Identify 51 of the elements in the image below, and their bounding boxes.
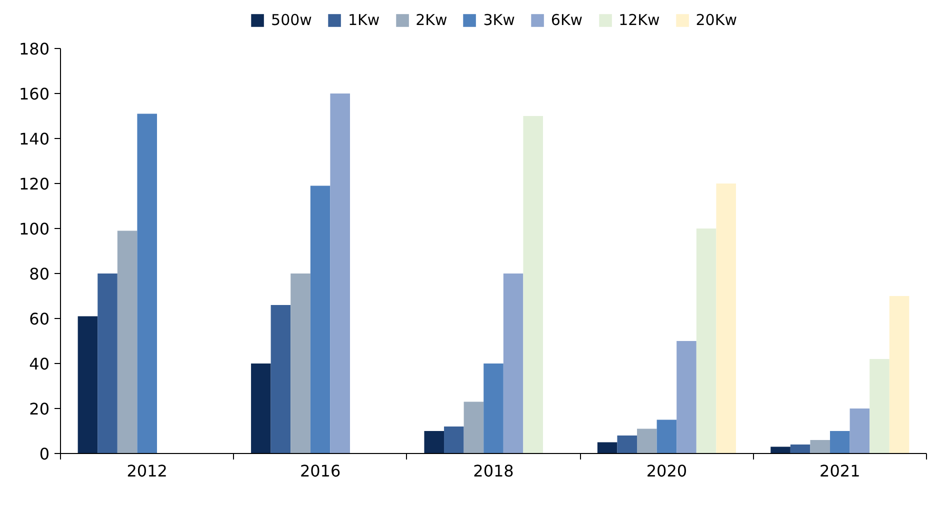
bar [78, 316, 98, 454]
legend-label: 2Kw [416, 11, 448, 29]
bar [676, 341, 696, 454]
bar [137, 114, 157, 454]
legend-label: 20Kw [696, 11, 737, 29]
bar [889, 296, 910, 454]
x-tick-label: 2012 [126, 462, 168, 480]
y-tick-label: 180 [18, 40, 50, 58]
y-tick-label: 20 [29, 400, 50, 418]
y-tick-label: 120 [18, 174, 50, 194]
bar [716, 184, 736, 454]
bar [850, 408, 870, 454]
bar [770, 446, 790, 454]
bar [830, 431, 850, 454]
bar [503, 274, 524, 454]
bar [523, 116, 543, 454]
bar [790, 444, 810, 454]
y-tick-label: 40 [29, 354, 50, 374]
bar [290, 274, 310, 454]
x-tick-label: 2020 [646, 462, 688, 480]
bar [810, 440, 830, 454]
bar [117, 230, 138, 454]
bar [656, 420, 677, 454]
legend-label: 3Kw [483, 11, 515, 29]
y-tick-label: 140 [18, 130, 50, 148]
x-tick-label: 2021 [820, 462, 860, 480]
legend-label: 500w [271, 11, 312, 29]
bar [98, 274, 118, 454]
bar [597, 442, 618, 454]
y-tick-label: 60 [29, 310, 50, 328]
x-tick-label: 2016 [300, 462, 341, 480]
bar [251, 364, 271, 454]
bar [330, 94, 350, 454]
bar [617, 436, 638, 454]
bar [484, 364, 504, 454]
y-tick-label: 80 [29, 264, 50, 284]
bar [270, 305, 291, 454]
legend-label: 6Kw [550, 11, 583, 29]
legend-label: 12Kw [618, 11, 660, 29]
y-tick-label: 100 [18, 220, 50, 238]
x-tick-label: 2018 [473, 462, 514, 480]
y-tick-label: 0 [39, 444, 50, 464]
bar [444, 426, 464, 454]
y-tick-label: 160 [18, 84, 50, 104]
bar [310, 186, 330, 454]
bar [464, 402, 484, 454]
bar [637, 428, 657, 454]
bar [870, 359, 890, 454]
bar [696, 228, 716, 454]
legend-label: 1Kw [348, 11, 380, 29]
bar [424, 431, 444, 454]
